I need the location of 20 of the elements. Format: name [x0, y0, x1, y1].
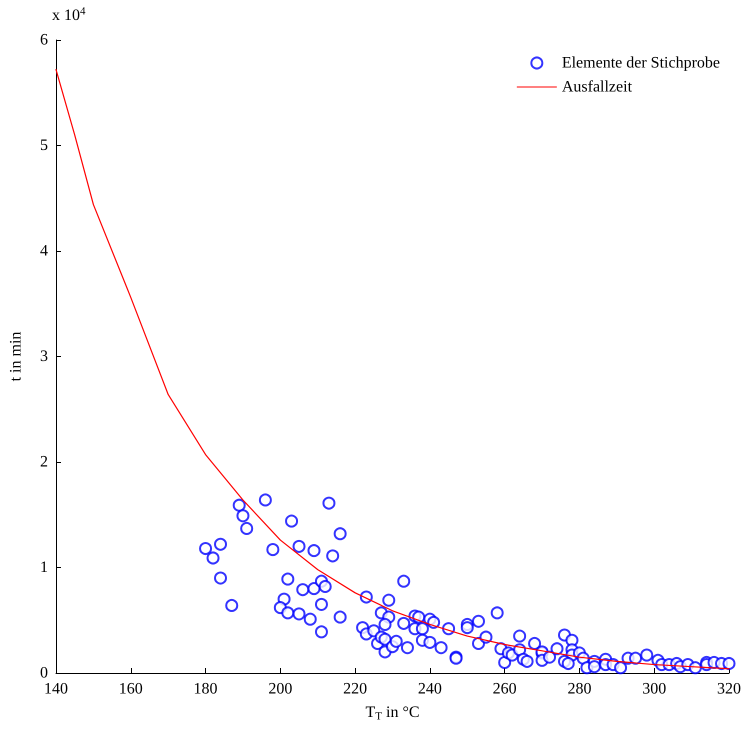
x-tick-label: 200: [268, 680, 292, 698]
y-tick-label: 2: [40, 454, 48, 470]
y-axis-title: t in min: [8, 332, 24, 382]
x-tick-label: 300: [642, 680, 666, 698]
y-tick-label: 3: [40, 348, 48, 365]
x-tick-label: 220: [343, 680, 368, 698]
x-tick-label: 280: [567, 680, 592, 698]
legend-label: Elemente der Stichprobe: [562, 54, 720, 72]
x-tick-label: 140: [44, 680, 68, 698]
y-tick-label: 1: [40, 559, 48, 576]
y-tick-label: 6: [40, 32, 48, 48]
x-tick-label: 260: [492, 680, 517, 698]
x-tick-label: 180: [194, 680, 218, 698]
x-tick-label: 160: [118, 680, 143, 698]
y-tick-label: 0: [40, 664, 48, 682]
y-tick-label: 4: [40, 242, 48, 260]
y-tick-label: 5: [40, 137, 48, 154]
x-tick-label: 320: [717, 680, 741, 698]
legend-label: Ausfallzeit: [562, 78, 633, 96]
x-tick-label: 240: [418, 680, 442, 698]
